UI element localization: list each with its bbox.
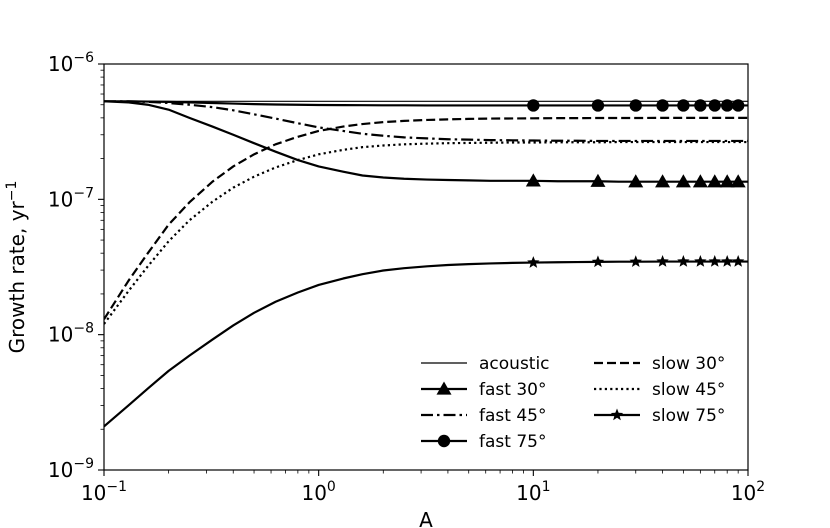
legend-label-fast-45-: fast 45° <box>479 406 546 426</box>
marker-fast-30--0 <box>525 173 541 187</box>
marker-fast-30--5 <box>692 174 708 188</box>
y-tick-label: 10−9 <box>48 456 94 482</box>
y-tick-label: 10−7 <box>48 185 94 211</box>
legend-label-slow-30-: slow 30° <box>652 354 725 374</box>
x-tick-label: 10−1 <box>81 479 127 505</box>
marker-fast-30--3 <box>655 174 671 188</box>
marker-fast-75--1 <box>591 99 605 112</box>
x-tick-label: 101 <box>516 479 550 505</box>
legend-marker-slow-75- <box>610 408 624 421</box>
x-tick-label: 102 <box>731 479 765 505</box>
series-line-slow-45- <box>104 140 748 325</box>
marker-slow-75--4 <box>677 255 690 267</box>
marker-slow-75--0 <box>527 256 540 268</box>
marker-fast-75--5 <box>694 99 707 112</box>
marker-slow-75--7 <box>721 255 734 267</box>
marker-fast-30--7 <box>719 174 735 188</box>
legend-label-slow-45-: slow 45° <box>652 380 725 400</box>
marker-fast-30--4 <box>675 174 691 188</box>
legend-marker-fast-75- <box>437 434 451 448</box>
marker-slow-75--6 <box>708 255 721 267</box>
legend-label-slow-75-: slow 75° <box>652 406 725 426</box>
axes-layer: 10−1 100 101 102 10−9 10−8 10−7 10−6 A Growth rat… <box>4 50 765 528</box>
marker-slow-75--8 <box>732 255 745 267</box>
legend-label-fast-30-: fast 30° <box>479 380 546 400</box>
x-axis-label: A <box>419 508 433 528</box>
marker-fast-75--3 <box>656 99 669 112</box>
legend-label-acoustic: acoustic <box>479 354 550 374</box>
marker-fast-30--8 <box>730 174 746 188</box>
marker-fast-75--7 <box>720 99 734 112</box>
marker-fast-75--0 <box>527 99 540 112</box>
marker-slow-75--2 <box>629 255 642 267</box>
legend-marker-fast-30- <box>436 381 452 395</box>
marker-slow-75--1 <box>591 255 605 268</box>
y-axis-label: Growth rate, yr−1 <box>4 181 29 354</box>
series-line-slow-30- <box>104 116 748 320</box>
legend-label-fast-75-: fast 75° <box>479 432 546 452</box>
marker-fast-30--6 <box>707 174 723 188</box>
marker-fast-75--6 <box>708 99 721 112</box>
x-tick-label: 100 <box>301 479 335 505</box>
marker-fast-30--2 <box>628 174 644 188</box>
marker-fast-30--1 <box>590 173 606 187</box>
y-tick-label: 10−6 <box>48 50 94 76</box>
marker-fast-75--8 <box>731 99 745 112</box>
legend: acoustic fast 30° fast 45° fast 75° slow 30°… <box>421 354 725 452</box>
marker-fast-75--4 <box>677 99 690 112</box>
plot-area <box>104 99 748 428</box>
marker-slow-75--5 <box>694 255 707 267</box>
marker-slow-75--3 <box>656 255 669 267</box>
y-tick-label: 10−8 <box>48 321 94 347</box>
series-line-slow-75- <box>104 260 748 428</box>
axes-frame <box>103 63 749 471</box>
marker-fast-75--2 <box>629 99 642 112</box>
series-line-fast-30- <box>104 100 748 183</box>
